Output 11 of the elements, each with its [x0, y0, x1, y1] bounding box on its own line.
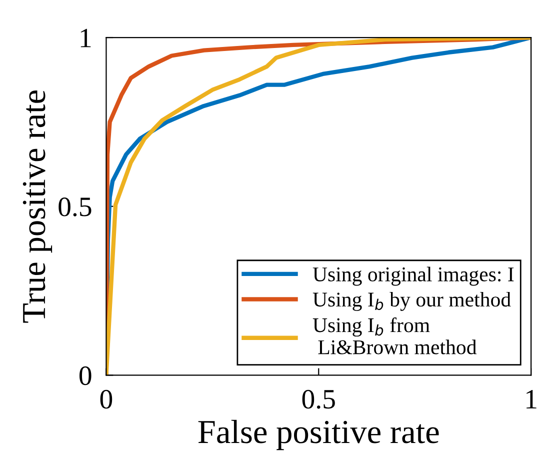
y-tick-label: 0.5	[58, 198, 92, 216]
x-tick-label: 0.5	[302, 390, 335, 409]
x-axis-title: False positive rate	[198, 420, 439, 450]
y-axis-title: True positive rate	[22, 90, 52, 323]
legend-label: Using I$_{b}$ from Li&Brown method	[312, 317, 477, 354]
y-tick-label: 0	[79, 366, 92, 386]
x-tick-label: 0	[100, 390, 112, 409]
legend-label: Using original images: I	[312, 266, 514, 286]
y-tick-label: 1	[80, 28, 91, 48]
x-tick-label: 1	[526, 390, 536, 408]
legend-label: Using I$_{b}$ by our method	[312, 292, 511, 311]
